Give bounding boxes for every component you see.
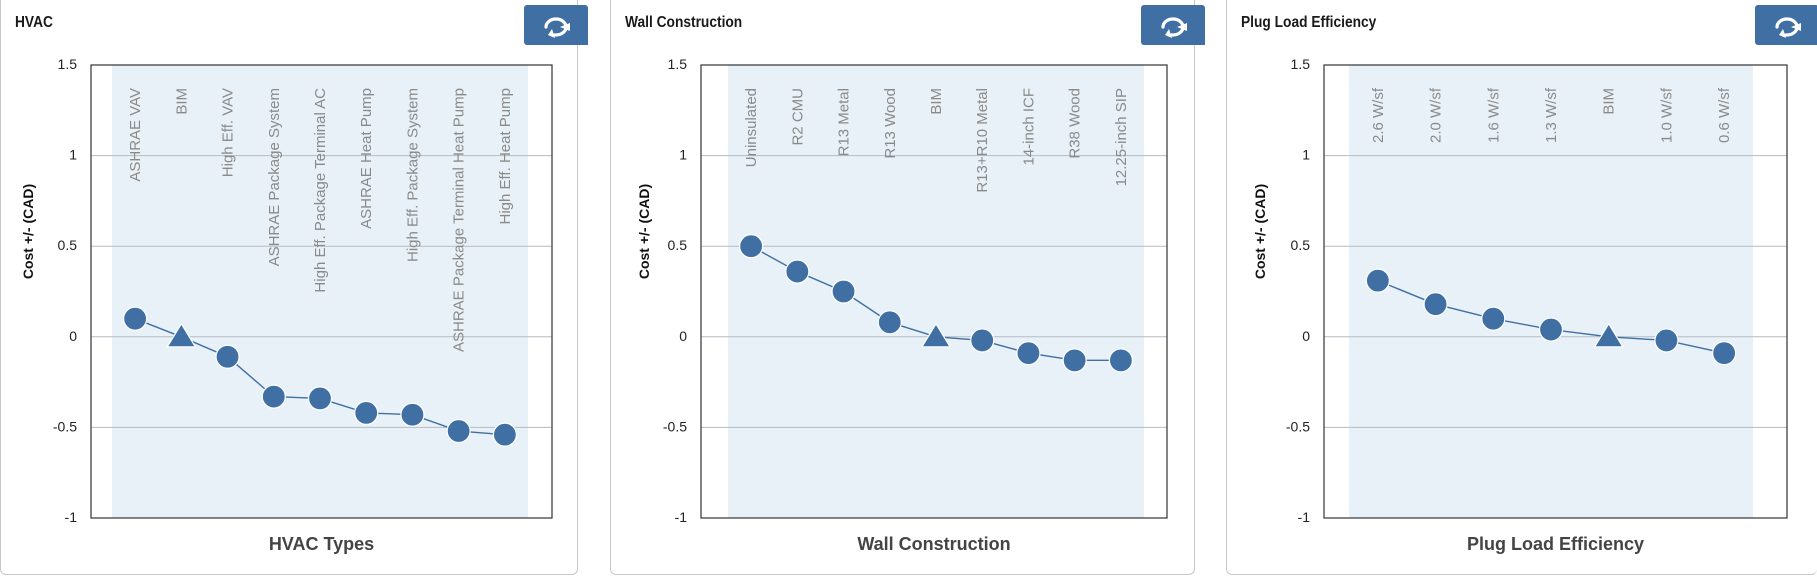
category-label: 2.0 W/sf [1428, 87, 1445, 143]
category-label: 12.25-inch SIP [1113, 88, 1130, 186]
y-tick-label: 0.5 [58, 237, 78, 253]
category-label: R38 Wood [1067, 88, 1084, 159]
data-point [492, 422, 517, 447]
y-tick-label: -1 [1298, 509, 1311, 525]
y-axis-title: Cost +/- (CAD) [20, 184, 36, 279]
y-axis-title: Cost +/- (CAD) [1252, 184, 1268, 279]
y-tick-label: 1 [679, 147, 687, 163]
y-tick-label: -0.5 [53, 418, 77, 434]
category-label: 1.0 W/sf [1658, 87, 1675, 143]
panel-title: Plug Load Efficiency [1241, 14, 1377, 31]
category-label: BIM [173, 88, 190, 115]
category-label: ASHRAE Heat Pump [358, 88, 375, 229]
reset-zoom-button[interactable] [1141, 5, 1205, 45]
category-label: High Eff. VAV [220, 88, 237, 177]
panel-title: Wall Construction [625, 14, 743, 31]
category-label: 1.3 W/sf [1543, 87, 1560, 143]
data-point [831, 279, 856, 304]
data-point [261, 384, 286, 409]
y-tick-label: -1 [65, 509, 78, 525]
x-axis-title: Plug Load Efficiency [1467, 534, 1644, 554]
data-point [1481, 306, 1506, 331]
category-label: ASHRAE Package Terminal Heat Pump [451, 88, 468, 352]
panel-title: HVAC [15, 14, 53, 31]
reset-zoom-button[interactable] [524, 5, 588, 45]
category-label: BIM [1601, 88, 1618, 115]
y-tick-label: 1 [69, 147, 77, 163]
plot-band [1349, 65, 1753, 518]
data-point [739, 234, 764, 259]
bim-marker [166, 322, 197, 348]
bim-marker [920, 322, 952, 348]
data-point [1654, 328, 1679, 353]
data-point [877, 310, 902, 335]
data-point [785, 259, 810, 284]
category-label: ASHRAE Package System [266, 88, 283, 266]
data-point [354, 400, 379, 426]
chart-svg: 1.5 1 0.5 0 -0.5 -1 Cost +/- (CAD) HVAC Types AS… [20, 56, 553, 554]
chart-svg: 1.5 1 0.5 0 -0.5 -1 Cost +/- (CAD) Wall Constru… [636, 56, 1168, 554]
category-label: 14-inch ICF [1020, 88, 1037, 166]
data-point [307, 386, 333, 411]
reset-arrow-icon [1161, 17, 1205, 45]
category-label: High Eff. Package Terminal AC [312, 88, 329, 293]
hvac-chart-panel: 1.5 1 0.5 0 -0.5 -1 Cost +/- (CAD) HVAC Types AS… [0, 0, 588, 575]
y-tick-label: 0 [679, 328, 687, 344]
plot-frame [1323, 64, 1788, 519]
plot-band [728, 65, 1144, 518]
reset-zoom-button[interactable] [1755, 5, 1817, 45]
data-point [1365, 268, 1390, 293]
category-label: BIM [928, 88, 945, 115]
data-point [1712, 341, 1737, 366]
data-point [1423, 292, 1448, 317]
y-tick-label: -1 [675, 509, 688, 525]
data-point [215, 344, 240, 369]
x-axis-title: HVAC Types [269, 534, 374, 554]
y-tick-label: 0 [1302, 328, 1310, 344]
y-tick-label: 1 [1302, 147, 1310, 163]
category-label: High Eff. Heat Pump [497, 88, 514, 224]
category-label: 0.6 W/sf [1716, 87, 1733, 143]
plot-frame [90, 64, 553, 519]
category-label: R13+R10 Metal [974, 88, 991, 193]
y-tick-label: 1.5 [1291, 56, 1311, 72]
category-label: R2 CMU [789, 88, 806, 146]
data-point [400, 402, 425, 427]
data-point [1538, 317, 1564, 342]
category-label: High Eff. Package System [404, 88, 421, 262]
y-tick-label: 1.5 [58, 56, 78, 72]
category-label: R13 Wood [882, 88, 899, 159]
category-label: 2.6 W/sf [1370, 87, 1387, 143]
chart-svg: 1.5 1 0.5 0 -0.5 -1 Cost +/- (CAD) Plug Load Ef… [1252, 56, 1788, 554]
y-axis-title: Cost +/- (CAD) [636, 184, 652, 279]
data-point [1062, 348, 1087, 373]
data-point [1108, 348, 1133, 373]
reset-arrow-icon [544, 17, 588, 45]
data-point [970, 328, 995, 353]
data-point [123, 306, 148, 331]
y-tick-label: 0 [69, 328, 77, 344]
category-label: 1.6 W/sf [1485, 87, 1502, 143]
category-label: Uninsulated [743, 88, 760, 167]
y-tick-label: 0.5 [668, 237, 688, 253]
bim-marker [1593, 322, 1624, 348]
wall-construction-chart-panel: 1.5 1 0.5 0 -0.5 -1 Cost +/- (CAD) Wall Constru… [610, 0, 1205, 575]
plot-frame [700, 64, 1168, 519]
x-axis-title: Wall Construction [857, 534, 1010, 554]
y-tick-label: -0.5 [1286, 418, 1310, 434]
plug-load-chart-panel: 1.5 1 0.5 0 -0.5 -1 Cost +/- (CAD) Plug Load Ef… [1226, 0, 1817, 575]
category-label: ASHRAE VAV [127, 88, 144, 182]
data-point [446, 418, 471, 444]
y-tick-label: 0.5 [1291, 237, 1311, 253]
y-tick-label: -0.5 [663, 418, 687, 434]
y-tick-label: 1.5 [668, 56, 688, 72]
reset-arrow-icon [1775, 17, 1817, 45]
data-point [1016, 341, 1041, 366]
category-label: R13 Metal [836, 88, 853, 156]
